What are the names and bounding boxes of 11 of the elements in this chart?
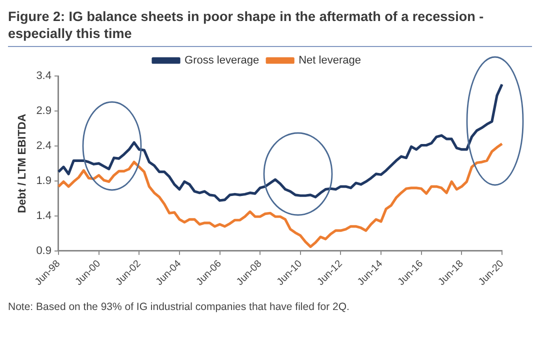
- y-tick-label: 0.9: [36, 244, 52, 257]
- y-tick-label: 2.4: [36, 140, 52, 152]
- y-tick-label: 3.4: [36, 70, 52, 82]
- y-tick-label: 2.9: [36, 105, 52, 118]
- legend-label: Gross leverage: [184, 54, 260, 67]
- text: Note: Based on the 93% of IG industrial companies that have filed for 2Q.: [8, 301, 350, 313]
- legend-label: Net leverage: [298, 54, 361, 67]
- chart-title: Figure 2: IG balance sheets in poor shape in the aftermath of a recession - especially this time: [8, 8, 532, 47]
- y-tick-label: 1.4: [36, 210, 52, 222]
- y-tick-label: 1.9: [36, 174, 52, 187]
- y-axis-title: Debt / LTM EBITDA: [16, 114, 29, 214]
